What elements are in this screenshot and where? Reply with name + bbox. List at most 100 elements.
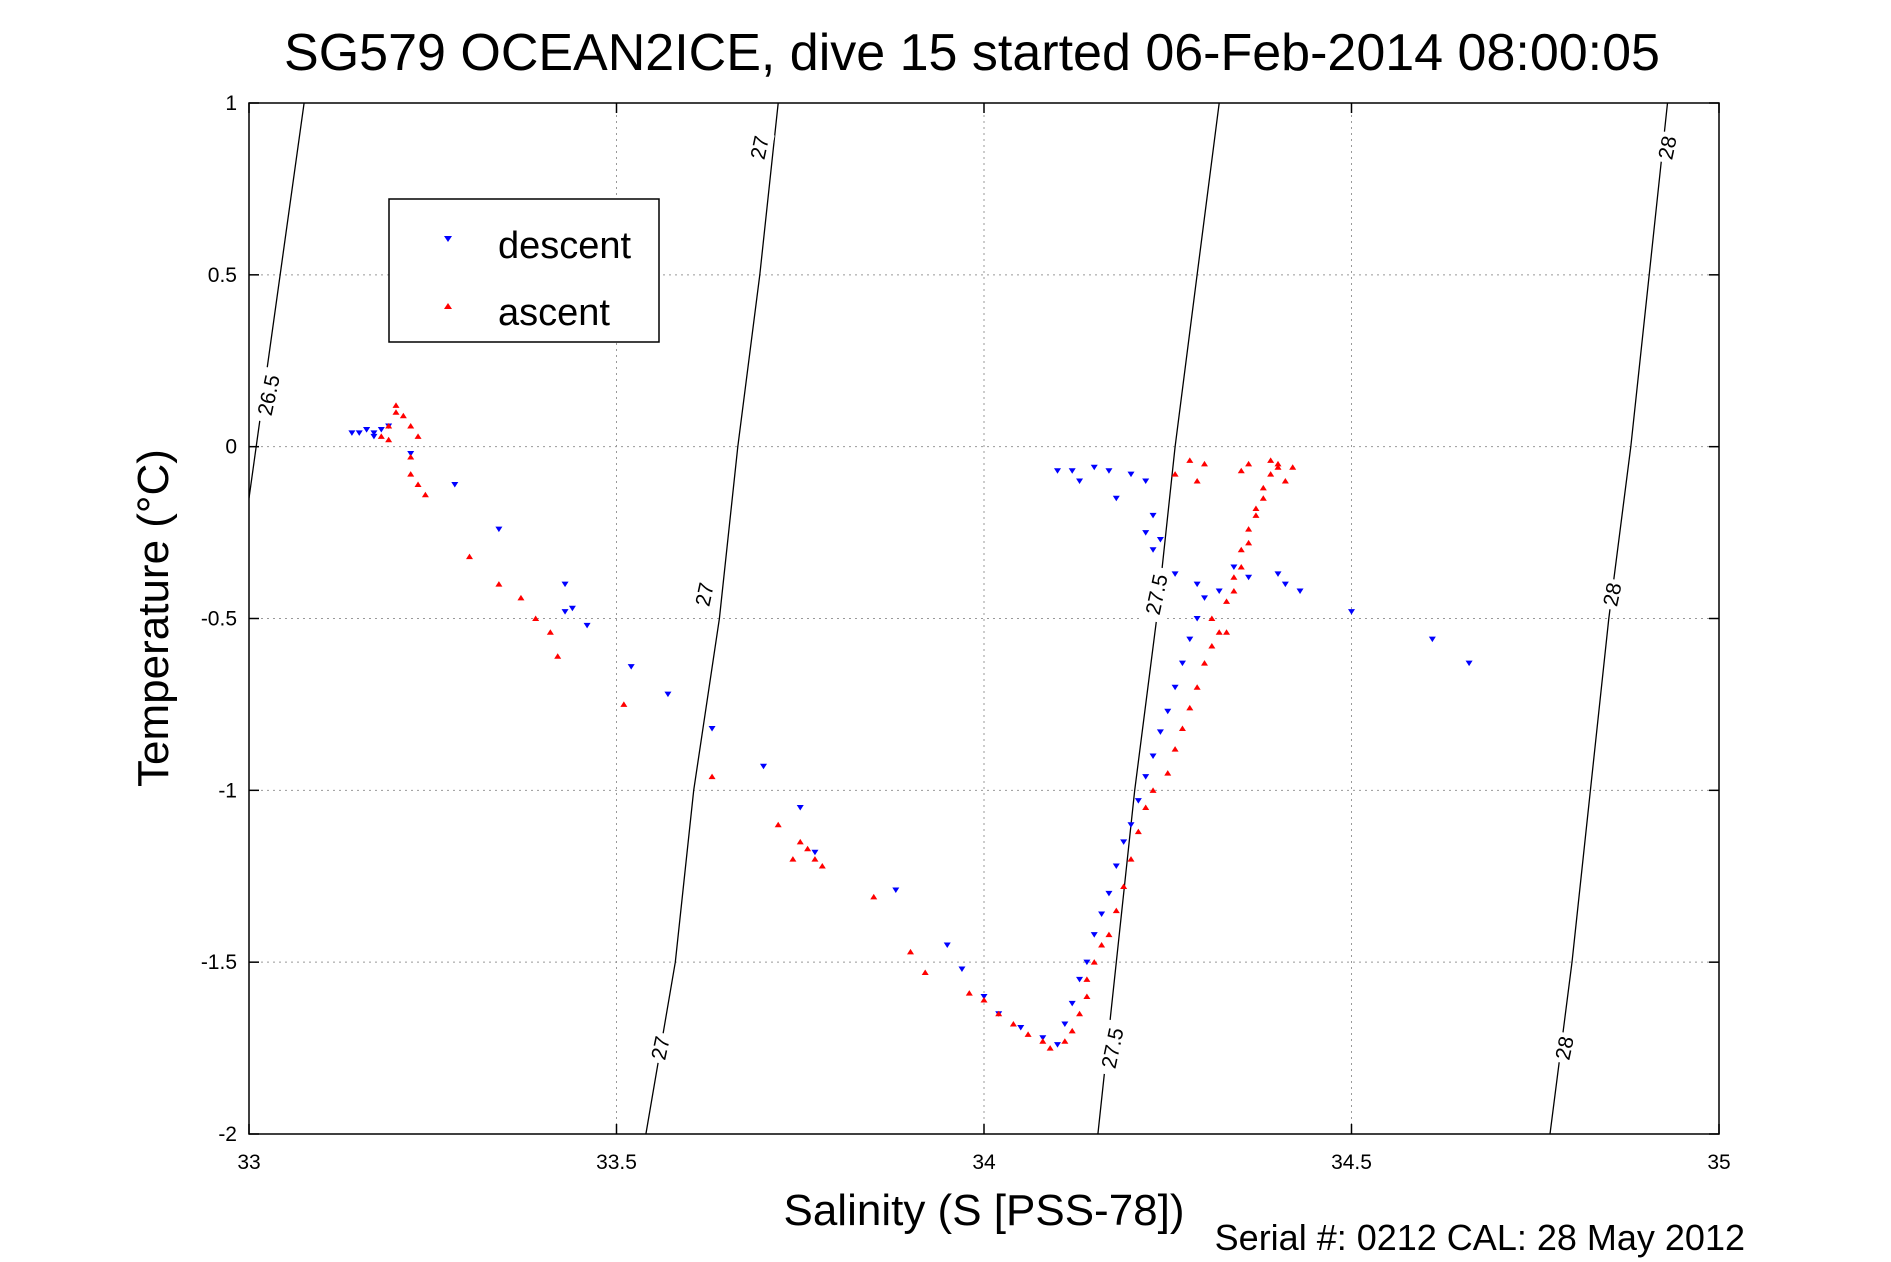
- descent-point: [796, 805, 804, 811]
- descent-point: [1090, 932, 1098, 938]
- ascent-point: [421, 491, 429, 498]
- x-tick-label: 35: [1707, 1151, 1730, 1174]
- y-tick-label: -2: [218, 1123, 237, 1146]
- ascent-point: [1289, 464, 1297, 470]
- ascent-point: [1112, 907, 1120, 914]
- legend-descent-marker: [444, 236, 452, 242]
- ascent-point: [1046, 1045, 1054, 1051]
- descent-point: [1428, 636, 1436, 643]
- ascent-point: [1245, 539, 1253, 546]
- ascent-point: [1127, 856, 1135, 862]
- ascent-point: [466, 553, 473, 560]
- descent-point: [1274, 571, 1282, 577]
- x-tick-label: 33.5: [596, 1151, 637, 1174]
- density-contour-26.5: [249, 103, 305, 499]
- ascent-point: [392, 402, 400, 408]
- footer-serial-cal: Serial #: 0212 CAL: 28 May 2012: [1215, 1217, 1745, 1258]
- contour-label: 26.5: [254, 373, 285, 418]
- contour-label-bg: [1095, 1019, 1130, 1077]
- descent-point: [1127, 822, 1135, 828]
- ascent-point: [708, 773, 716, 780]
- ascent-point: [1201, 460, 1208, 467]
- x-axis-label: Salinity (S [PSS-78]): [783, 1186, 1184, 1235]
- descent-point: [1149, 547, 1157, 553]
- ascent-point: [377, 433, 385, 439]
- contour-label-bg: [1139, 565, 1175, 624]
- ascent-point: [1083, 976, 1091, 982]
- descent-point: [583, 622, 591, 629]
- ascent-point: [1149, 787, 1157, 793]
- descent-point: [1054, 1042, 1061, 1048]
- descent-point: [1156, 536, 1164, 543]
- density-contour-27: [645, 103, 779, 1134]
- legend: descent ascent: [388, 198, 660, 343]
- y-tick-label: 1: [225, 92, 237, 115]
- contour-label: 27.5: [1142, 572, 1173, 617]
- contour-label: 28: [1654, 134, 1681, 162]
- descent-point: [1186, 636, 1194, 643]
- x-tick-label: 34.5: [1331, 1151, 1372, 1174]
- ascent-point: [774, 821, 782, 828]
- descent-point: [627, 664, 635, 670]
- descent-point: [1171, 571, 1179, 577]
- ascent-point: [1083, 993, 1091, 1000]
- descent-point: [1061, 1021, 1069, 1028]
- ascent-point: [1245, 526, 1253, 532]
- ascent-point: [1208, 615, 1216, 621]
- ascent-point: [392, 409, 400, 415]
- ascent-point: [546, 629, 554, 635]
- ascent-point: [1201, 660, 1208, 666]
- ascent-point: [399, 412, 407, 419]
- ascent-point: [1237, 467, 1245, 474]
- y-tick-label: -0.5: [201, 608, 237, 631]
- ascent-point: [554, 653, 562, 659]
- descent-point: [1068, 468, 1076, 474]
- descent-point: [1465, 660, 1473, 667]
- ascent-point: [1024, 1031, 1032, 1037]
- descent-point: [370, 430, 378, 436]
- ascent-point: [1171, 746, 1179, 752]
- descent-point: [1105, 468, 1113, 474]
- contour-label: 28: [1551, 1034, 1578, 1062]
- contour-label-bg: [1597, 577, 1628, 612]
- descent-point: [561, 609, 569, 615]
- descent-point: [495, 526, 503, 533]
- descent-point: [664, 691, 672, 698]
- descent-point: [1149, 512, 1157, 519]
- y-tick-label: 0: [225, 436, 237, 459]
- descent-point: [1178, 660, 1186, 667]
- contour-label: 27: [692, 581, 719, 609]
- ascent-point: [1098, 941, 1106, 948]
- ascent-point: [980, 996, 988, 1003]
- descent-point: [1142, 478, 1150, 485]
- ascent-point: [495, 581, 503, 587]
- x-tick-label: 34: [972, 1151, 996, 1174]
- descent-point: [760, 763, 767, 770]
- descent-point: [370, 433, 378, 440]
- contour-label: 27.5: [1098, 1026, 1129, 1071]
- x-tick-label: 33: [237, 1151, 260, 1174]
- descent-point: [1193, 616, 1201, 622]
- descent-point: [1142, 774, 1150, 780]
- data-points: [348, 402, 1473, 1051]
- ascent-point: [1061, 1038, 1069, 1044]
- ascent-point: [1259, 484, 1267, 491]
- ascent-point: [804, 845, 812, 852]
- descent-point: [1017, 1024, 1025, 1031]
- descent-point: [1281, 581, 1289, 588]
- descent-point: [1112, 495, 1120, 502]
- descent-point: [1171, 684, 1179, 691]
- descent-point: [1215, 588, 1223, 595]
- ascent-point: [407, 471, 415, 477]
- ascent-point: [1223, 629, 1231, 635]
- ascent-point: [1252, 512, 1260, 518]
- ascent-point: [1068, 1027, 1076, 1034]
- descent-point: [568, 605, 576, 612]
- ascent-point: [870, 893, 878, 900]
- descent-point: [1164, 708, 1172, 715]
- ascent-point: [1186, 704, 1194, 711]
- descent-point: [1112, 863, 1120, 869]
- descent-point: [1120, 839, 1128, 845]
- ascent-point: [1267, 471, 1275, 477]
- contour-label-bg: [251, 366, 287, 425]
